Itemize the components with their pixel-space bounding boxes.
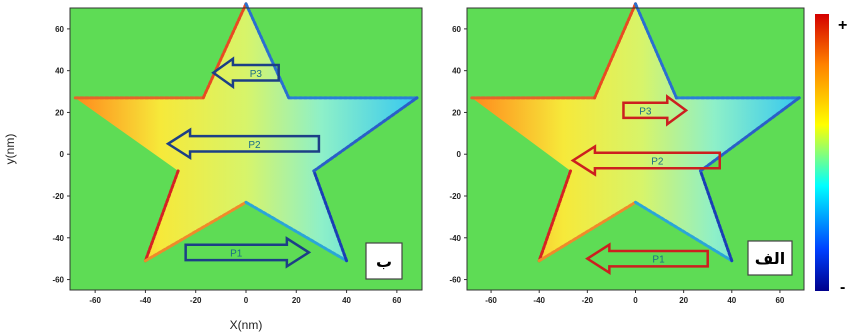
- star-shape: [471, 3, 800, 261]
- panel-tag-box: [365, 242, 403, 280]
- y-axis-title: y(nm): [3, 134, 17, 165]
- star-edge-9: [312, 96, 419, 173]
- star-edge-4: [244, 200, 349, 263]
- panel-tag-label: الف: [755, 249, 786, 268]
- x-tick-label: 0: [633, 296, 638, 305]
- star-edge-9: [698, 96, 801, 173]
- y-tick-label: 20: [55, 108, 64, 117]
- y-tick-label: 20: [452, 108, 461, 117]
- arrow-label-p1: P1: [230, 248, 243, 259]
- y-tick-label: 60: [452, 25, 461, 34]
- x-axis-title: X(nm): [230, 318, 263, 332]
- x-tick-label: 20: [292, 296, 301, 305]
- arrow-p3: [211, 56, 280, 90]
- y-tick-label: 60: [55, 25, 64, 34]
- arrow-label-p3: P3: [250, 69, 263, 80]
- star-edge-2: [537, 169, 573, 263]
- star-edge-8: [634, 2, 678, 100]
- y-tick-label: 40: [55, 67, 64, 76]
- colorbar-gradient: [815, 14, 829, 291]
- y-tick-label: -60: [449, 276, 461, 285]
- arrow-p2: [570, 144, 721, 177]
- y-tick-label: 0: [457, 150, 462, 159]
- arrow-label-p1: P1: [652, 255, 665, 266]
- star-edge-8: [244, 2, 291, 100]
- star-edge-2: [143, 169, 180, 263]
- panel-tag-label: ب: [376, 252, 392, 271]
- panel-2: -60 -40 -20 0 20 40 60 60 40 20 0 -20 -40 -60 P3 P2 P1 ال…: [449, 2, 805, 305]
- y-tick-label: -20: [52, 192, 64, 201]
- y-tick-label: -20: [449, 192, 461, 201]
- x-tick-label: 60: [775, 296, 784, 305]
- arrow-label-p2: P2: [651, 156, 664, 167]
- x-tick-label: -60: [485, 296, 497, 305]
- arrow-p1: [184, 236, 312, 269]
- star-edge-5: [312, 169, 349, 263]
- x-tick-label: -40: [140, 296, 152, 305]
- x-tick-label: -20: [190, 296, 202, 305]
- x-tick-label: 40: [727, 296, 736, 305]
- y-tick-label: -40: [449, 234, 461, 243]
- arrow-label-p3: P3: [639, 106, 652, 117]
- x-tick-label: -20: [582, 296, 594, 305]
- arrow-label-p2: P2: [248, 140, 261, 151]
- star-edge-3: [537, 200, 637, 263]
- y-tick-label: 0: [60, 150, 65, 159]
- arrow-p1: [585, 242, 709, 275]
- x-tick-label: 40: [342, 296, 351, 305]
- star-edge-3: [143, 200, 248, 263]
- x-tick-label: 0: [244, 296, 249, 305]
- panel-1: -60 -40 -20 0 20 40 60 60 40 20 0 -20 -40 -60 y(nm) X(n…: [3, 2, 423, 332]
- star-shape: [75, 3, 417, 261]
- star-edge-7: [201, 2, 248, 100]
- panel-tag-box: [747, 240, 793, 276]
- arrow-p3: [622, 94, 689, 127]
- y-tick-label: 40: [452, 67, 461, 76]
- star-edge-4: [634, 200, 734, 263]
- x-tick-label: 20: [679, 296, 688, 305]
- colorbar-max-label: +: [838, 17, 847, 34]
- colorbar: + -: [815, 14, 847, 296]
- star-edge-7: [593, 2, 637, 100]
- star-edge-5: [698, 169, 734, 263]
- x-tick-label: -40: [533, 296, 545, 305]
- x-tick-label: -60: [89, 296, 101, 305]
- y-tick-label: -40: [52, 234, 64, 243]
- arrow-p2: [165, 127, 321, 161]
- y-tick-label: -60: [52, 276, 64, 285]
- colorbar-min-label: -: [840, 279, 845, 296]
- x-tick-label: 60: [392, 296, 401, 305]
